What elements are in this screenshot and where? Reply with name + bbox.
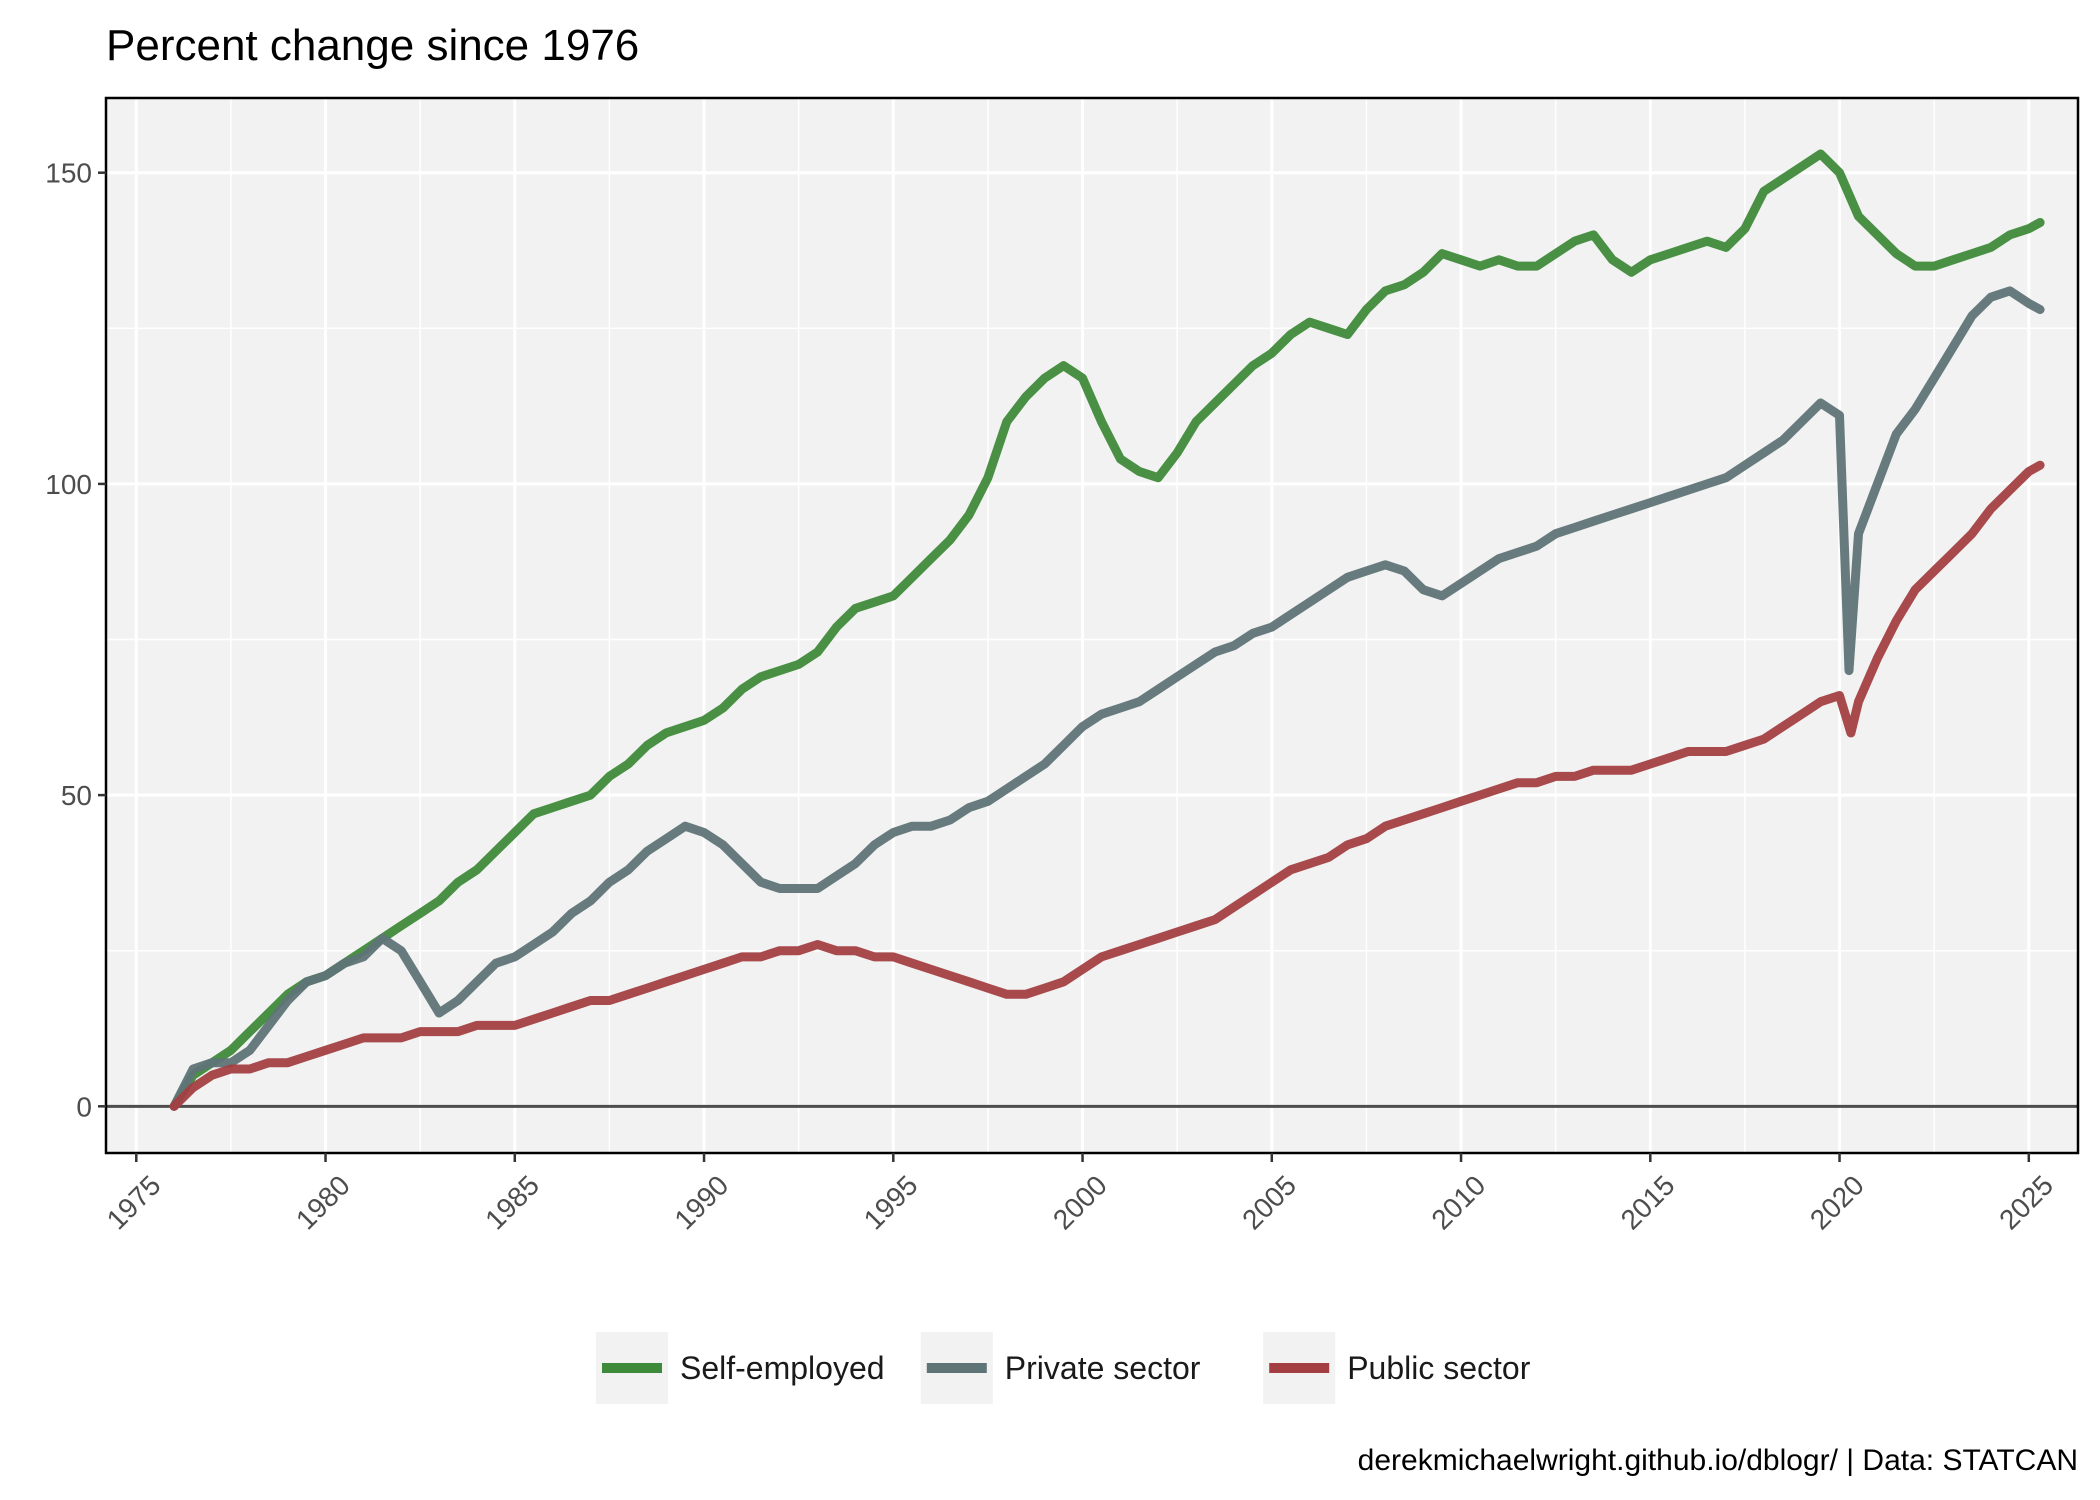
x-tick-label: 2005 xyxy=(1236,1169,1302,1235)
plot-panel xyxy=(104,96,2080,1155)
x-tick-label: 2020 xyxy=(1804,1169,1870,1235)
y-tick-label: 0 xyxy=(76,1091,92,1122)
x-tick-label: 1990 xyxy=(668,1169,734,1235)
legend-item-2: Public sector xyxy=(1263,1332,1531,1404)
series-line-2 xyxy=(169,460,2045,1111)
legend-item-0: Self-employed xyxy=(596,1332,885,1404)
x-tick-label: 1980 xyxy=(290,1169,356,1235)
panel-background xyxy=(106,98,2078,1153)
panel-border xyxy=(104,96,2080,1155)
legend: Self-employed Private sector Public sector xyxy=(596,1332,1531,1404)
x-tick-label: 2015 xyxy=(1615,1169,1681,1235)
x-tick-label: 1975 xyxy=(101,1169,167,1235)
x-tick-label: 2025 xyxy=(1993,1169,2059,1235)
legend-item-1: Private sector xyxy=(920,1332,1201,1404)
x-axis: 1975 1980 1985 1990 1995 2000 2005 2010 2015 2020… xyxy=(101,1153,2059,1235)
legend-label: Public sector xyxy=(1347,1350,1531,1386)
legend-label: Private sector xyxy=(1005,1350,1201,1386)
legend-label: Self-employed xyxy=(680,1350,885,1386)
x-tick-label: 1995 xyxy=(858,1169,924,1235)
x-tick-label: 2010 xyxy=(1425,1169,1491,1235)
y-axis: 0 50 100 150 xyxy=(45,158,106,1122)
x-tick-label: 2000 xyxy=(1047,1169,1113,1235)
series-line-1 xyxy=(169,286,2045,1111)
y-tick-label: 100 xyxy=(45,469,92,500)
x-tick-label: 1985 xyxy=(479,1169,545,1235)
chart-title: Percent change since 1976 xyxy=(106,21,639,70)
caption: derekmichaelwright.github.io/dblogr/ | D… xyxy=(1358,1444,2078,1477)
minor-gridlines xyxy=(106,98,2078,1153)
series-lines xyxy=(169,149,2045,1111)
y-tick-label: 50 xyxy=(61,780,92,811)
series-line-0 xyxy=(169,149,2045,1111)
y-tick-label: 150 xyxy=(45,158,92,189)
